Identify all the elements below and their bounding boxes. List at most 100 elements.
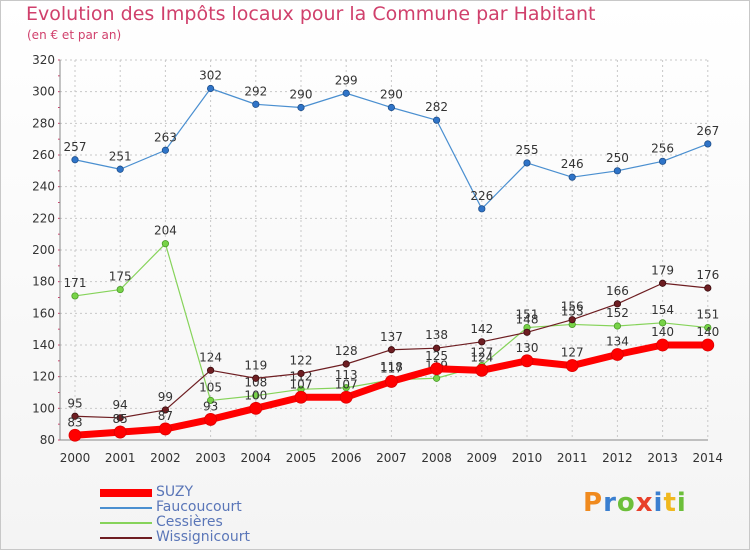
data-point	[204, 413, 218, 426]
data-label: 95	[67, 396, 82, 410]
data-label: 124	[199, 350, 222, 364]
legend-swatch	[100, 521, 152, 524]
data-point	[68, 428, 82, 442]
data-label: 100	[244, 388, 267, 402]
y-tick-label: 240	[32, 180, 55, 194]
data-label: 255	[516, 143, 539, 157]
x-tick-label: 2003	[195, 451, 226, 465]
data-label: 113	[335, 368, 358, 382]
legend-item: Faucoucourt	[100, 500, 250, 515]
data-point	[704, 284, 712, 292]
data-point	[339, 390, 353, 404]
data-point	[613, 167, 622, 175]
legend-label: SUZY	[156, 484, 194, 500]
y-tick-label: 80	[40, 433, 55, 447]
data-label: 156	[561, 300, 584, 314]
data-point	[523, 159, 531, 167]
data-label: 251	[109, 149, 132, 163]
data-label: 119	[244, 358, 267, 372]
data-point	[430, 362, 444, 376]
data-point	[478, 338, 486, 346]
legend-item: SUZY	[100, 485, 250, 500]
data-label: 107	[335, 377, 358, 391]
data-point	[207, 366, 215, 374]
x-tick-label: 2012	[602, 451, 633, 465]
data-point	[658, 279, 667, 287]
x-tick-label: 2002	[150, 451, 181, 465]
data-point	[294, 390, 308, 404]
data-point	[71, 412, 79, 420]
x-tick-label: 2014	[693, 451, 724, 465]
data-point	[523, 328, 531, 336]
data-point	[252, 374, 260, 382]
x-tick-label: 2009	[467, 451, 498, 465]
logo-letter: x	[635, 488, 654, 518]
data-label: 175	[109, 270, 132, 284]
data-point	[704, 323, 712, 332]
data-point	[432, 116, 441, 124]
chart-title: Evolution des Impôts locaux pour la Comm…	[26, 3, 596, 25]
data-label: 292	[244, 84, 267, 98]
x-tick-label: 2010	[512, 451, 543, 465]
data-label: 151	[696, 308, 719, 322]
x-tick-label: 2004	[241, 451, 272, 465]
legend-item: Cessières	[100, 515, 250, 530]
x-tick-label: 2001	[105, 451, 136, 465]
y-tick-label: 220	[32, 211, 55, 225]
data-label: 125	[425, 349, 448, 363]
data-point	[387, 103, 395, 112]
data-label: 290	[290, 88, 313, 102]
data-label: 176	[696, 268, 719, 282]
data-point	[116, 285, 124, 294]
x-tick-label: 2011	[557, 451, 588, 465]
data-label: 105	[199, 380, 222, 394]
data-label: 282	[425, 100, 448, 114]
data-label: 138	[425, 328, 448, 342]
data-label: 153	[561, 304, 584, 318]
data-point	[342, 360, 350, 368]
data-label: 87	[158, 409, 173, 423]
x-tick-label: 2007	[376, 451, 407, 465]
data-point	[613, 322, 622, 330]
x-tick-label: 2005	[286, 451, 317, 465]
data-label: 302	[199, 69, 222, 83]
data-point	[207, 84, 215, 93]
data-label: 154	[651, 303, 674, 317]
legend-label: Cessières	[156, 514, 223, 530]
data-point	[71, 156, 79, 164]
data-label: 166	[606, 284, 629, 298]
y-tick-label: 320	[32, 53, 55, 67]
data-point	[565, 359, 579, 372]
y-tick-label: 120	[32, 370, 55, 384]
data-label: 134	[606, 335, 629, 349]
data-point	[611, 348, 624, 361]
proxiti-logo: Proxiti	[583, 488, 687, 518]
data-label: 122	[290, 354, 313, 368]
data-point	[113, 425, 127, 439]
data-point	[207, 396, 215, 405]
data-label: 142	[470, 322, 493, 336]
x-tick-label: 2013	[647, 451, 678, 465]
data-point	[297, 369, 305, 378]
data-label: 299	[335, 73, 358, 87]
data-label: 94	[113, 398, 128, 412]
data-point	[568, 316, 576, 324]
data-label: 127	[561, 346, 584, 360]
data-point	[161, 146, 169, 154]
data-point	[656, 338, 669, 352]
data-point	[520, 354, 534, 368]
x-tick-label: 2006	[331, 451, 362, 465]
data-point	[432, 374, 441, 382]
data-label: 127	[470, 346, 493, 360]
data-label: 108	[244, 376, 267, 390]
data-point	[478, 205, 486, 213]
y-tick-label: 260	[32, 148, 55, 162]
legend-item: Wissignicourt	[100, 530, 250, 545]
data-point	[475, 363, 489, 377]
data-point	[658, 319, 667, 327]
data-label: 152	[606, 306, 629, 320]
data-point	[116, 414, 124, 422]
data-label: 226	[470, 189, 493, 203]
data-point	[342, 89, 350, 97]
